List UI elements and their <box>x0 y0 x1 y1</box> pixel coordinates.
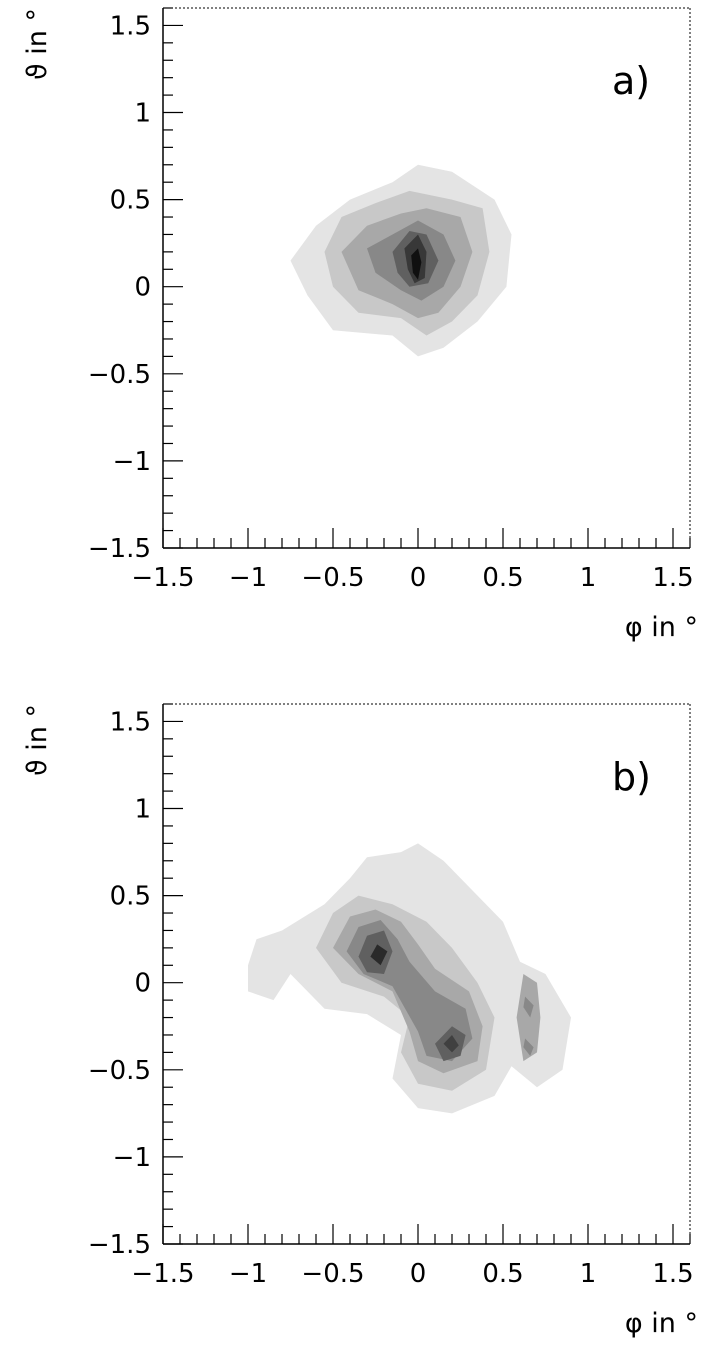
panel-label: b) <box>612 755 651 799</box>
x-tick-label: −1 <box>229 563 267 593</box>
contour-level-8 <box>516 974 541 1062</box>
x-tick-label: 1.5 <box>652 1259 693 1289</box>
contour-levels <box>248 843 571 1114</box>
x-tick-label: −0.5 <box>301 563 364 593</box>
y-axis-title: ϑ in ° <box>22 8 53 80</box>
y-axis-title: ϑ in ° <box>22 704 53 776</box>
contour-level-7 <box>443 1035 459 1053</box>
y-tick-label: 1 <box>134 795 151 825</box>
x-tick-label: −1 <box>229 1259 267 1289</box>
contour-plot-b-svg: −1.5 −1 −0.5 0 0.5 1 1.5 −1.5 −1 −0.5 0 0.5 1 1.5 φ in… <box>22 703 698 1339</box>
contour-plot-a: −1.5 −1 −0.5 0 0.5 1 1.5 −1.5 −1 −0.5 0 0.5 1 1.5 φ in… <box>0 0 719 672</box>
x-axis-title: φ in ° <box>625 1308 698 1339</box>
y-tick-label: −1 <box>113 447 151 477</box>
x-tick-label: 0 <box>410 563 427 593</box>
minor-ticks <box>162 7 691 549</box>
y-tick-label: −1.5 <box>88 1230 151 1260</box>
minor-ticks <box>162 703 691 1245</box>
y-tick-label: −1 <box>113 1143 151 1173</box>
panel-label: a) <box>612 59 650 103</box>
contour-level-9 <box>523 996 534 1018</box>
x-axis-title: φ in ° <box>625 612 698 643</box>
y-tick-label: 1.5 <box>110 707 151 737</box>
y-tick-label: 0.5 <box>110 882 151 912</box>
x-tick-label: 1.5 <box>652 563 693 593</box>
x-tick-label: 0.5 <box>482 1259 523 1289</box>
y-tick-label: −0.5 <box>88 360 151 390</box>
x-tick-label: 0.5 <box>482 563 523 593</box>
contour-level-10 <box>523 1038 534 1056</box>
x-tick-label: 1 <box>580 1259 597 1289</box>
contour-level-6 <box>411 248 422 280</box>
contour-plot-a-svg: −1.5 −1 −0.5 0 0.5 1 1.5 −1.5 −1 −0.5 0 0.5 1 1.5 φ in… <box>22 7 698 643</box>
y-tick-label: 1 <box>134 99 151 129</box>
y-tick-label: 0 <box>134 969 151 999</box>
x-tick-label: 1 <box>580 563 597 593</box>
y-tick-label: −0.5 <box>88 1056 151 1086</box>
y-tick-label: 0 <box>134 273 151 303</box>
x-tick-label: −0.5 <box>301 1259 364 1289</box>
x-tick-label: −1.5 <box>131 1259 194 1289</box>
x-tick-label: −1.5 <box>131 563 194 593</box>
x-tick-label: 0 <box>410 1259 427 1289</box>
y-tick-label: 0.5 <box>110 186 151 216</box>
contour-plot-b: −1.5 −1 −0.5 0 0.5 1 1.5 −1.5 −1 −0.5 0 0.5 1 1.5 φ in… <box>0 696 719 1368</box>
y-tick-label: −1.5 <box>88 534 151 564</box>
contour-levels <box>290 164 512 357</box>
y-tick-label: 1.5 <box>110 11 151 41</box>
contour-level-6 <box>370 944 388 966</box>
